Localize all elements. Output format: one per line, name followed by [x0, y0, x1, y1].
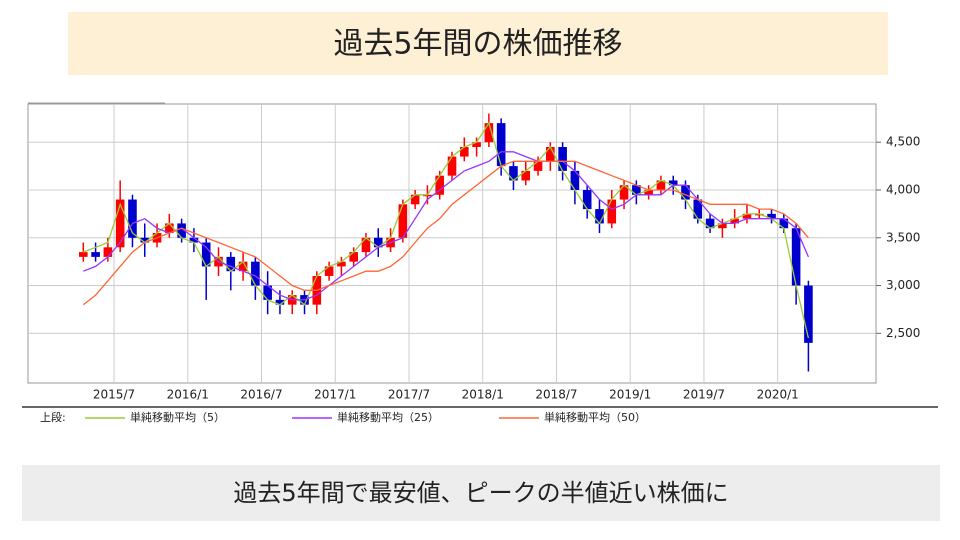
candle-body — [595, 209, 604, 224]
title-box — [68, 12, 888, 75]
ma-line — [83, 151, 809, 301]
candle-body — [373, 237, 383, 248]
candle-body — [582, 189, 592, 210]
candle-body — [705, 218, 715, 229]
y-tick-label: 3,500 — [886, 230, 920, 244]
candle-body — [349, 252, 358, 262]
candle-body — [779, 218, 789, 229]
candle-body — [644, 189, 653, 195]
candle-body — [607, 199, 617, 224]
candle-body — [226, 256, 236, 272]
caption-box — [22, 465, 940, 521]
candle-body — [238, 261, 248, 272]
candle-body — [324, 266, 334, 276]
x-tick-label: 2020/1 — [757, 388, 799, 402]
candle-body — [472, 142, 481, 147]
candle-body — [251, 261, 260, 286]
x-tick-label: 2015/7 — [93, 388, 135, 402]
candle-body — [140, 237, 150, 243]
x-tick-label: 2018/7 — [535, 388, 577, 402]
ma-line — [82, 160, 809, 306]
candle-body — [656, 180, 666, 190]
candle-body — [423, 194, 432, 197]
candle-body — [619, 185, 629, 200]
candle-body — [509, 166, 518, 181]
candle-body — [730, 218, 739, 224]
legend-label: 単純移動平均（50） — [544, 410, 646, 424]
candle-body — [632, 185, 641, 195]
y-tick-label: 4,000 — [886, 182, 920, 196]
candle-body — [718, 223, 727, 229]
candle-body — [115, 199, 125, 248]
candle-body — [496, 123, 506, 167]
candle-body — [410, 194, 420, 205]
candle-body — [337, 261, 346, 267]
x-tick-label: 2016/7 — [240, 388, 282, 402]
y-tick-label: 4,500 — [886, 135, 920, 149]
candle-body — [804, 285, 813, 343]
candle-body — [263, 285, 272, 300]
x-tick-label: 2017/7 — [388, 388, 430, 402]
candle-body — [668, 180, 678, 186]
candle-body — [742, 213, 752, 219]
candle-body — [189, 237, 199, 243]
candle-body — [754, 213, 764, 216]
legend-label: 単純移動平均（5） — [130, 410, 225, 424]
legend-label: 単純移動平均（25） — [337, 410, 439, 424]
candle-body — [103, 247, 113, 257]
x-tick-label: 2016/1 — [167, 388, 209, 402]
candle-body — [165, 223, 174, 233]
candle-body — [570, 170, 580, 190]
candle-body — [459, 146, 469, 157]
x-tick-label: 2018/1 — [462, 388, 504, 402]
candle-body — [791, 228, 801, 286]
y-tick-label: 2,500 — [886, 326, 920, 340]
candles — [79, 113, 813, 372]
candle-body — [693, 199, 703, 219]
candle-body — [521, 170, 531, 181]
candle-body — [767, 213, 776, 219]
candle-body — [398, 204, 408, 238]
ma-line — [83, 121, 810, 339]
candle-body — [275, 299, 285, 305]
x-tick-label: 2017/1 — [314, 388, 356, 402]
legend-title: 上段: — [40, 410, 66, 424]
candle-body — [558, 146, 567, 171]
candle-body — [681, 185, 690, 200]
slide-title: 過去5年間の株価推移 — [333, 27, 622, 62]
x-tick-label: 2019/7 — [683, 388, 725, 402]
candle-body — [361, 237, 371, 253]
candle-body — [533, 161, 543, 171]
candle-body — [177, 223, 186, 238]
plot-area — [27, 103, 877, 384]
candle-body — [79, 252, 88, 257]
candle-body — [201, 242, 211, 267]
candle-body — [91, 252, 100, 257]
candle-body — [128, 199, 137, 238]
caption: 過去5年間で最安値、ピークの半値近い株価に — [233, 479, 728, 507]
candle-body — [546, 146, 555, 162]
x-tick-label: 2019/1 — [609, 388, 651, 402]
y-tick-label: 3,000 — [886, 278, 920, 292]
candle-body — [447, 156, 457, 176]
candle-body — [435, 175, 445, 195]
candle-body — [484, 123, 494, 143]
